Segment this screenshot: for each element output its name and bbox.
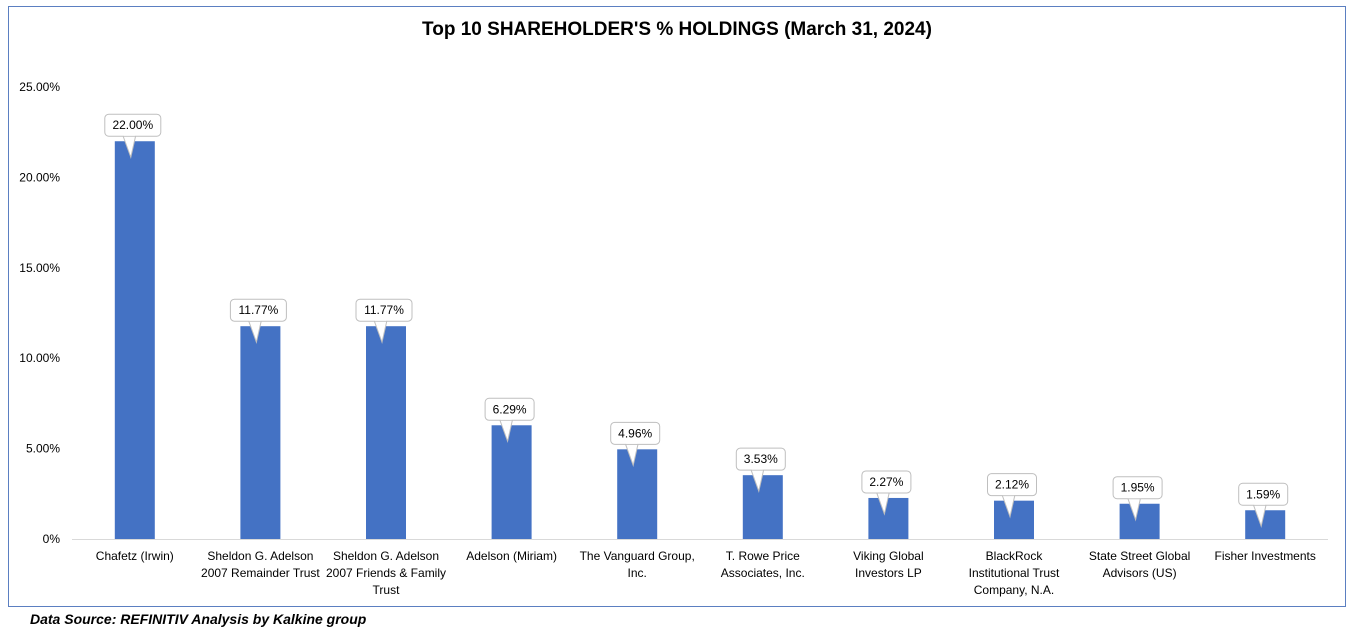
- x-tick-label-line: T. Rowe Price: [726, 549, 800, 563]
- bar: [114, 141, 155, 540]
- x-tick-label: Adelson (Miriam): [466, 549, 557, 563]
- x-tick-label-line: 2007 Remainder Trust: [201, 566, 320, 580]
- data-source-note: Data Source: REFINITIV Analysis by Kalki…: [30, 611, 367, 627]
- bar: [366, 326, 406, 539]
- x-tick-label-line: Chafetz (Irwin): [96, 549, 174, 563]
- x-tick-label-line: Trust: [373, 583, 401, 597]
- data-label-box: [484, 397, 535, 421]
- x-tick-label: Viking Global Investors LP: [853, 549, 924, 580]
- x-tick-label-line: BlackRock: [986, 549, 1044, 563]
- x-tick-label: Fisher Investments: [1215, 549, 1316, 563]
- bar: [994, 500, 1034, 539]
- bar: [1245, 510, 1286, 539]
- x-tick-label-line: Sheldon G. Adelson: [207, 549, 313, 563]
- x-tick-label: State Street Global Advisors (US): [1089, 549, 1190, 580]
- x-tick-label-line: 2007 Friends & Family: [326, 566, 446, 580]
- data-label-box: [229, 298, 287, 322]
- x-tick-label-line: Company, N.A.: [974, 583, 1054, 597]
- x-tick-label-line: Inc.: [628, 566, 647, 580]
- data-label: 3.53%: [744, 452, 778, 466]
- data-label: 22.00%: [112, 118, 153, 132]
- x-tick-label-line: Viking Global: [853, 549, 924, 563]
- data-label-box: [1112, 476, 1163, 500]
- x-tick-label: BlackRock Institutional Trust Company, N.A…: [969, 549, 1060, 597]
- y-tick-label: 0%: [43, 532, 61, 546]
- data-label: 2.27%: [869, 475, 903, 489]
- x-tick-label-line: State Street Global: [1089, 549, 1190, 563]
- x-tick-label-line: Associates, Inc.: [721, 566, 805, 580]
- x-tick-label-line: Fisher Investments: [1215, 549, 1316, 563]
- y-tick-label: 10.00%: [19, 351, 60, 365]
- bar: [240, 326, 281, 539]
- data-label: 4.96%: [618, 426, 652, 440]
- x-tick-label: Sheldon G. Adelson 2007 Remainder Trust: [201, 549, 320, 580]
- y-tick-label: 25.00%: [19, 80, 60, 94]
- x-tick-label: T. Rowe Price Associates, Inc.: [721, 549, 805, 580]
- x-tick-label-line: The Vanguard Group,: [580, 549, 695, 563]
- bar: [742, 475, 783, 539]
- bar: [491, 425, 532, 539]
- x-tick-label-line: Adelson (Miriam): [466, 549, 557, 563]
- data-label-box: [1238, 482, 1289, 506]
- y-tick-label: 15.00%: [19, 261, 60, 275]
- data-label: 2.12%: [995, 478, 1029, 492]
- x-tick-label-line: Advisors (US): [1103, 566, 1177, 580]
- data-label: 11.77%: [238, 303, 278, 317]
- data-label: 11.77%: [364, 303, 404, 317]
- x-tick-label: Sheldon G. Adelson 2007 Friends & Family T…: [326, 549, 446, 597]
- data-label: 1.95%: [1121, 481, 1155, 495]
- data-label-box: [861, 470, 912, 494]
- bar: [1119, 503, 1160, 539]
- data-label: 1.59%: [1246, 487, 1280, 501]
- x-tick-label: Chafetz (Irwin): [96, 549, 174, 563]
- data-label-box: [355, 298, 413, 322]
- data-label-box: [104, 113, 162, 137]
- x-tick-label-line: Institutional Trust: [969, 566, 1060, 580]
- data-label-box: [735, 447, 786, 471]
- y-tick-label: 20.00%: [19, 170, 60, 184]
- x-tick-label-line: Sheldon G. Adelson: [333, 549, 439, 563]
- bar: [868, 497, 909, 539]
- data-label-box: [610, 421, 661, 445]
- data-label: 6.29%: [493, 402, 527, 416]
- y-tick-label: 5.00%: [26, 442, 60, 456]
- data-label-box: [987, 473, 1037, 497]
- chart-title: Top 10 SHAREHOLDER'S % HOLDINGS (March 3…: [422, 19, 932, 40]
- x-tick-label: The Vanguard Group, Inc.: [580, 549, 695, 580]
- bar: [617, 449, 658, 539]
- x-tick-label-line: Investors LP: [855, 566, 922, 580]
